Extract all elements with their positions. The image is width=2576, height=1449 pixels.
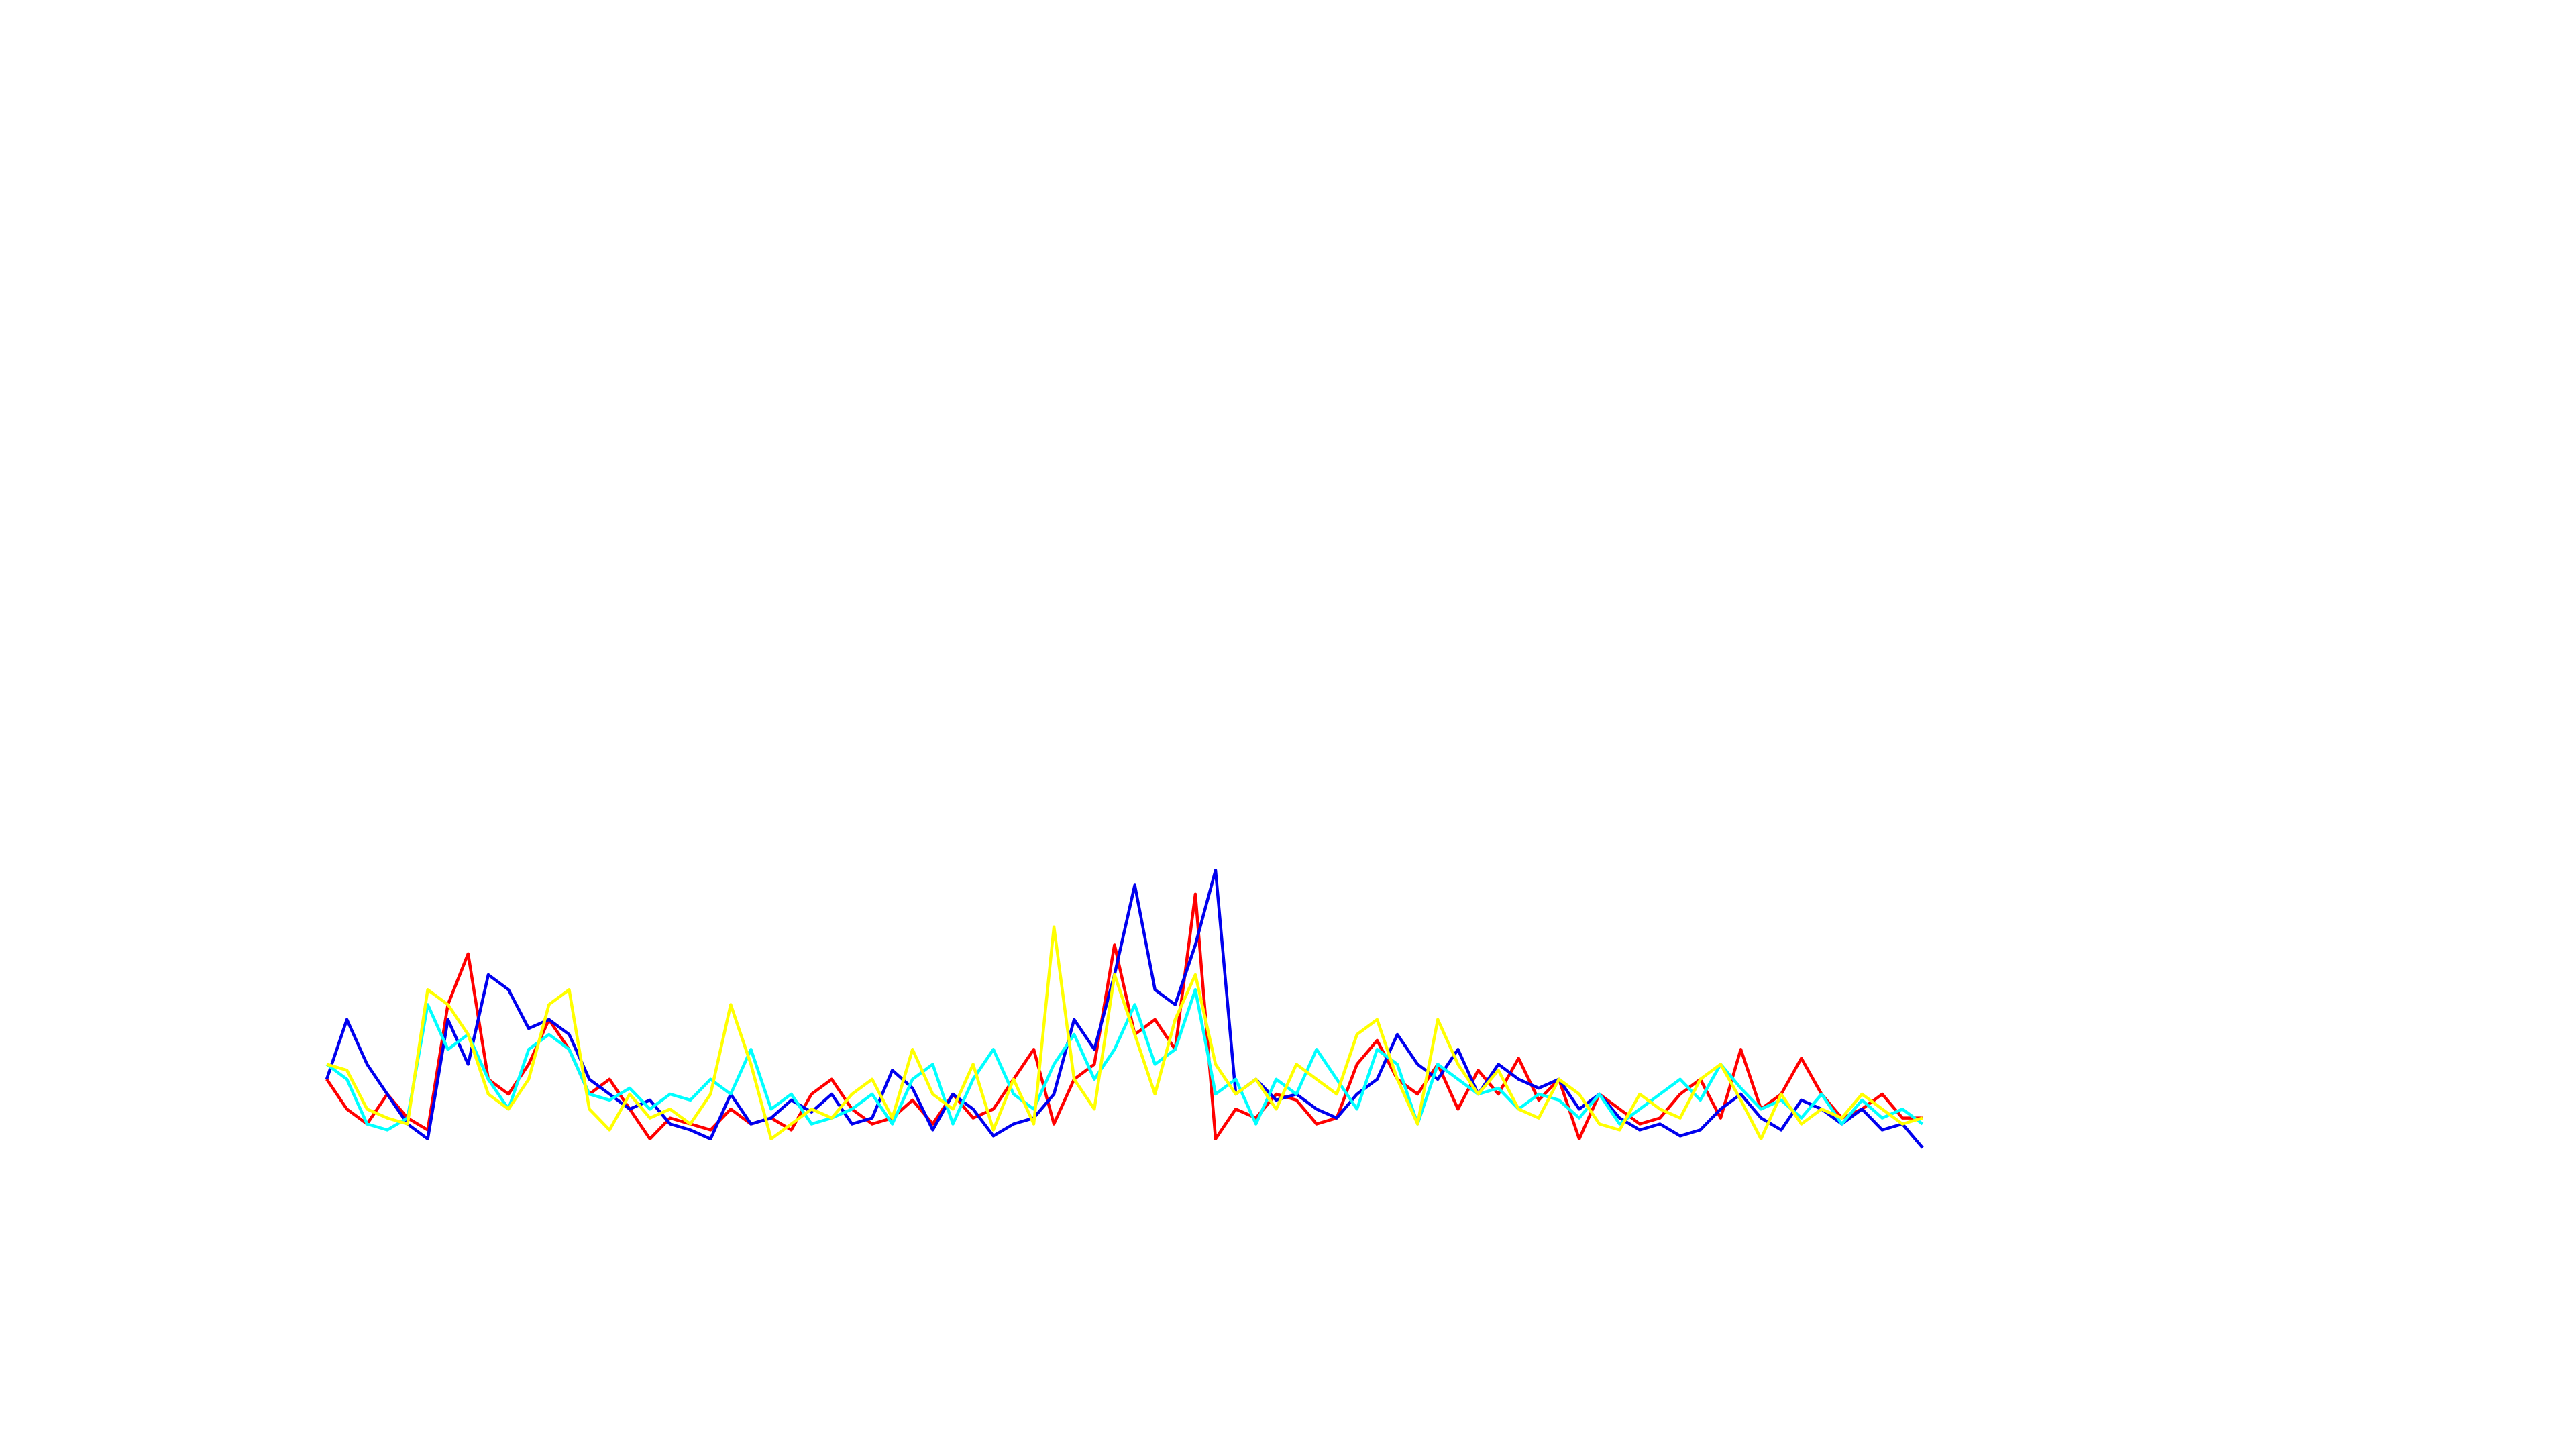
line-series	[325, 988, 1924, 1132]
line-series	[326, 925, 1923, 1141]
line-series	[325, 892, 1923, 1141]
line-series	[325, 869, 1924, 1149]
